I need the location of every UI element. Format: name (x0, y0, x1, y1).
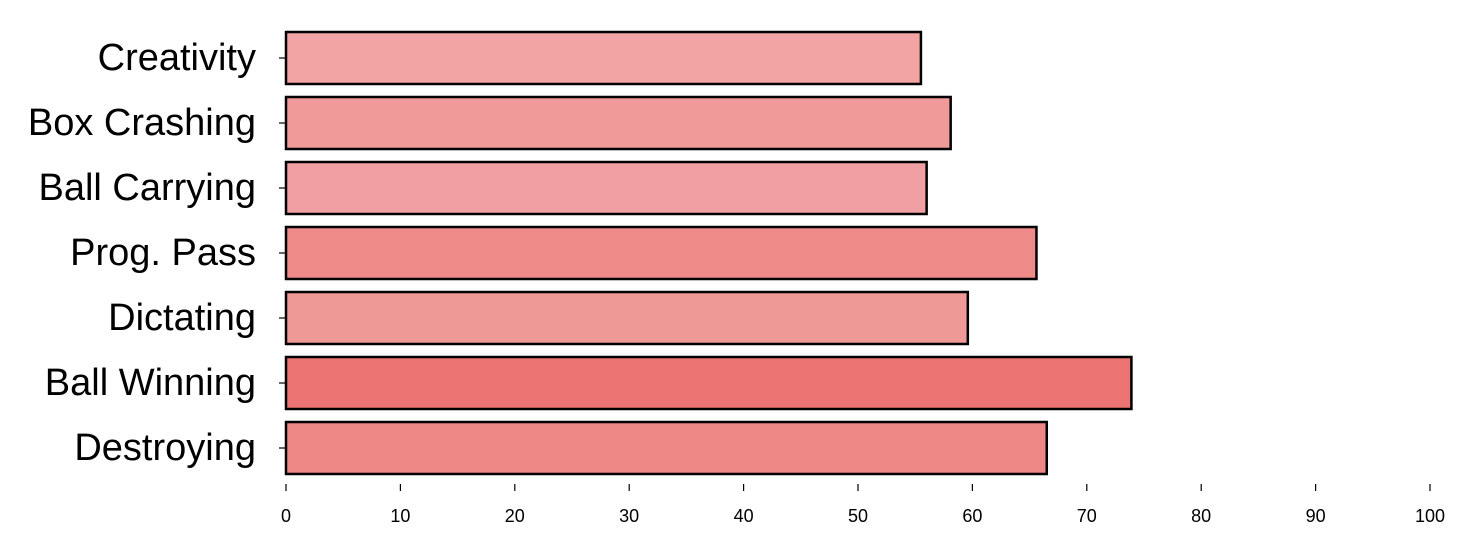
y-tick-label: Destroying (74, 427, 256, 469)
x-tick-label: 40 (734, 506, 754, 526)
y-tick-label: Ball Winning (45, 362, 256, 404)
bar (284, 225, 1038, 281)
x-tick-label: 100 (1415, 506, 1445, 526)
y-tick-label: Dictating (108, 297, 256, 339)
x-tick-label: 20 (505, 506, 525, 526)
bar (284, 290, 970, 346)
x-tick-label: 90 (1306, 506, 1326, 526)
bar (284, 95, 952, 151)
bar (284, 355, 1133, 411)
x-tick-label: 10 (390, 506, 410, 526)
x-tick-label: 80 (1191, 506, 1211, 526)
bar (284, 30, 923, 86)
bar (284, 160, 928, 216)
x-tick-label: 70 (1077, 506, 1097, 526)
x-tick-label: 50 (848, 506, 868, 526)
bar (284, 420, 1049, 476)
y-tick-label: Box Crashing (28, 102, 256, 144)
y-tick-label: Prog. Pass (70, 232, 256, 274)
x-tick-label: 60 (962, 506, 982, 526)
x-tick-label: 0 (281, 506, 291, 526)
y-tick-label: Ball Carrying (38, 167, 256, 209)
y-tick-label: Creativity (98, 37, 256, 79)
x-tick-label: 30 (619, 506, 639, 526)
